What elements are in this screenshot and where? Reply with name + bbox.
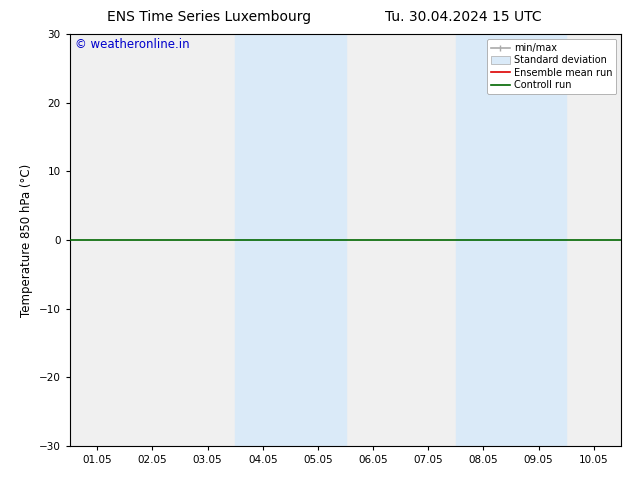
Legend: min/max, Standard deviation, Ensemble mean run, Controll run: min/max, Standard deviation, Ensemble me…: [487, 39, 616, 94]
Bar: [511, 34, 566, 446]
Text: Tu. 30.04.2024 15 UTC: Tu. 30.04.2024 15 UTC: [384, 10, 541, 24]
Text: ENS Time Series Luxembourg: ENS Time Series Luxembourg: [107, 10, 311, 24]
Bar: [456, 34, 511, 446]
Bar: [235, 34, 290, 446]
Y-axis label: Temperature 850 hPa (°C): Temperature 850 hPa (°C): [20, 164, 33, 317]
Bar: [290, 34, 346, 446]
Text: © weatheronline.in: © weatheronline.in: [75, 38, 190, 51]
